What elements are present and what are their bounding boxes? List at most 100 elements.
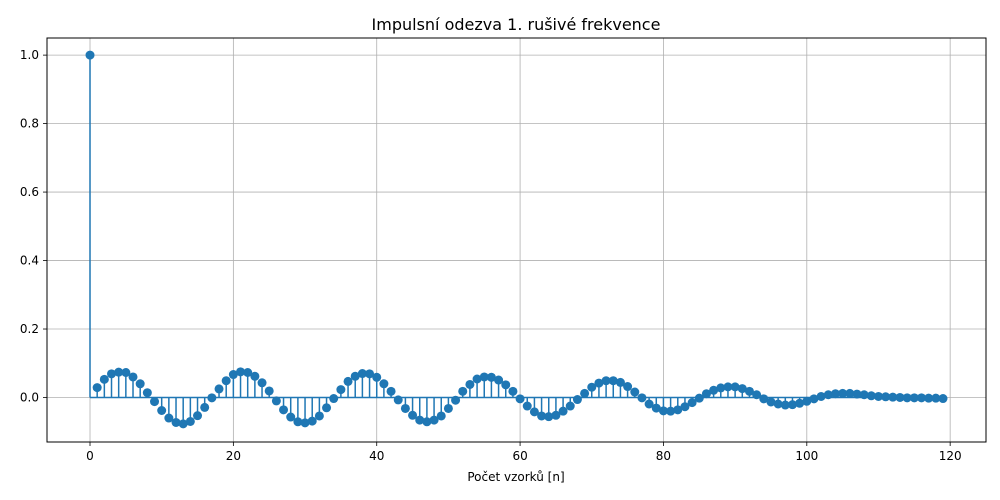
stem-marker — [257, 378, 267, 388]
stem-marker — [236, 367, 246, 377]
stem-marker — [164, 413, 174, 423]
stem-marker — [809, 394, 819, 404]
stem-marker — [415, 415, 425, 425]
stem-marker — [623, 382, 633, 392]
y-tick-label: 1.0 — [20, 48, 39, 62]
stem-marker — [443, 403, 453, 413]
x-tick-label: 100 — [795, 449, 818, 463]
stem-marker — [508, 386, 518, 396]
stem-marker — [537, 411, 547, 421]
stem-marker — [271, 396, 281, 406]
stem-marker — [744, 386, 754, 396]
stem-marker — [787, 400, 797, 410]
stem-marker — [601, 376, 611, 386]
stem-marker — [666, 406, 676, 416]
stem-marker — [85, 50, 95, 60]
stem-marker — [551, 410, 561, 420]
stem-marker — [157, 406, 167, 416]
x-tick-label: 0 — [86, 449, 94, 463]
stem-marker — [902, 393, 912, 403]
stem-marker — [99, 374, 109, 384]
stem-marker — [350, 371, 360, 381]
markers — [85, 50, 948, 429]
stem-marker — [694, 393, 704, 403]
stem-marker — [193, 411, 203, 421]
stem-marker — [243, 367, 253, 377]
stem-marker — [379, 379, 389, 389]
stem-marker — [522, 401, 532, 411]
stem-marker — [479, 372, 489, 382]
stem-marker — [386, 386, 396, 396]
stem-marker — [680, 402, 690, 412]
stem-marker — [300, 418, 310, 428]
stem-marker — [121, 367, 131, 377]
stem-marker — [924, 393, 934, 403]
y-ticks: 0.0 0.2 0.4 0.6 0.8 1.0 — [20, 48, 47, 404]
stem-marker — [572, 395, 582, 405]
stem-marker — [465, 379, 475, 389]
stem-marker — [838, 388, 848, 398]
stem-marker — [773, 399, 783, 409]
stem-marker — [565, 401, 575, 411]
stem-marker — [171, 417, 181, 427]
stem-marker — [737, 384, 747, 394]
stem-marker — [92, 383, 102, 393]
stem-marker — [845, 388, 855, 398]
stem-marker — [200, 402, 210, 412]
stem-marker — [400, 403, 410, 413]
stem-marker — [752, 390, 762, 400]
stem-marker — [228, 370, 238, 380]
stem-marker — [759, 394, 769, 404]
stem-marker — [250, 371, 260, 381]
stem-marker — [142, 388, 152, 398]
stem-marker — [365, 369, 375, 379]
grid — [47, 38, 986, 442]
stem-marker — [687, 398, 697, 408]
stem-marker — [408, 410, 418, 420]
stem-marker — [515, 394, 525, 404]
stem-marker — [107, 369, 117, 379]
stem-marker — [895, 392, 905, 402]
stem-marker — [544, 412, 554, 422]
stem-marker — [658, 406, 668, 416]
stem-marker — [909, 393, 919, 403]
stem-marker — [135, 379, 145, 389]
x-axis-label: Počet vzorků [n] — [467, 470, 564, 484]
stem-marker — [630, 387, 640, 397]
stem-marker — [866, 391, 876, 401]
stem-marker — [393, 395, 403, 405]
stem-marker — [501, 380, 511, 390]
plot-frame — [46, 37, 987, 443]
x-tick-label: 80 — [656, 449, 671, 463]
stem-marker — [795, 398, 805, 408]
stem-marker — [343, 376, 353, 386]
stem-marker — [873, 391, 883, 401]
stem-marker — [823, 390, 833, 400]
y-tick-label: 0.0 — [20, 390, 39, 404]
stem-marker — [372, 372, 382, 382]
stem-marker — [264, 386, 274, 396]
stem-marker — [938, 394, 948, 404]
stem-marker — [322, 403, 332, 413]
stem-marker — [114, 367, 124, 377]
stem-marker — [494, 375, 504, 385]
stem-marker — [214, 384, 224, 394]
y-tick-label: 0.6 — [20, 185, 39, 199]
stem-marker — [766, 397, 776, 407]
stem-marker — [608, 376, 618, 386]
stem-marker — [701, 389, 711, 399]
stem-marker — [651, 403, 661, 413]
y-tick-label: 0.8 — [20, 117, 39, 131]
stem-marker — [279, 405, 289, 415]
stem-marker — [436, 411, 446, 421]
stem-marker — [637, 393, 647, 403]
stem-marker — [615, 377, 625, 387]
x-tick-label: 60 — [512, 449, 527, 463]
stem-marker — [859, 390, 869, 400]
stem-marker — [329, 394, 339, 404]
stem-marker — [673, 405, 683, 415]
stem-marker — [207, 393, 217, 403]
stem-marker — [723, 382, 733, 392]
x-tick-label: 20 — [226, 449, 241, 463]
